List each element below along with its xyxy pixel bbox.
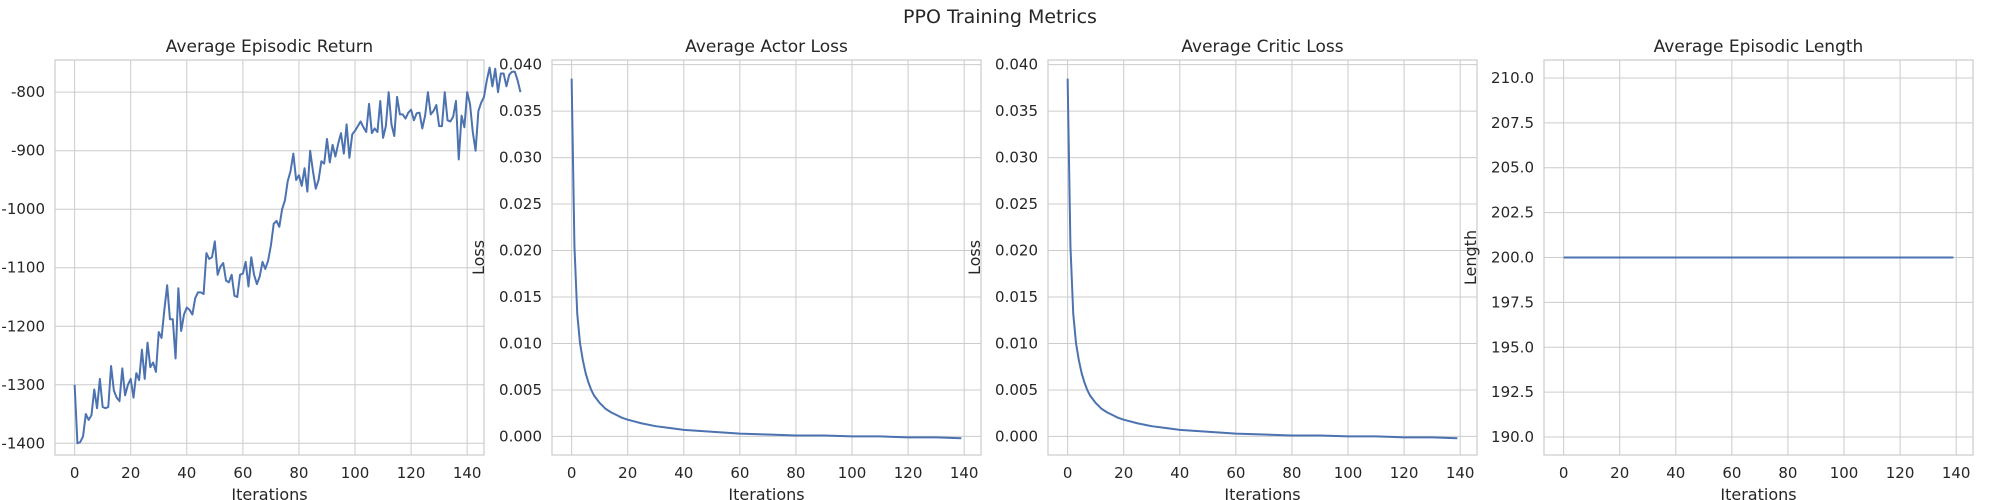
chart-1-x-tick-label: 100 (341, 464, 370, 482)
chart-3-x-tick-label: 100 (1334, 464, 1363, 482)
chart-3-y-axis-label: Loss (965, 240, 984, 275)
chart-1-x-tick-label: 0 (70, 464, 80, 482)
chart-4-y-tick-label: 205.0 (1491, 159, 1534, 177)
chart-1-x-axis-label: Iterations (231, 485, 307, 500)
chart-4-x-tick-label: 100 (1830, 464, 1859, 482)
chart-3-frame (1047, 59, 1478, 456)
chart-2-plot-area (552, 60, 981, 455)
chart-3-x-tick-label: 40 (1170, 464, 1189, 482)
chart-2-x-tick-label: 20 (618, 464, 637, 482)
chart-4-x-tick-label: 60 (1722, 464, 1741, 482)
chart-4-x-tick-label: 120 (1886, 464, 1915, 482)
chart-2-y-axis-label: Loss (469, 240, 488, 275)
chart-4-y-axis-label: Length (1461, 230, 1480, 285)
chart-3-y-tick-label: 0.035 (995, 102, 1038, 120)
chart-3-y-tick-label: 0.010 (995, 334, 1038, 352)
chart-2-x-tick-label: 80 (786, 464, 805, 482)
chart-3-y-tick-label: 0.000 (995, 427, 1038, 445)
chart-1-title: Average Episodic Return (166, 37, 373, 57)
chart-1-x-tick-label: 140 (453, 464, 482, 482)
chart-3-x-tick-label: 20 (1114, 464, 1133, 482)
chart-4-y-tick-label: 190.0 (1491, 428, 1534, 446)
chart-4-x-tick-label: 80 (1778, 464, 1797, 482)
chart-2-series-line (570, 78, 962, 440)
chart-3-series-line (1066, 78, 1458, 440)
chart-3-y-tick-label: 0.040 (995, 56, 1038, 74)
chart-3-title: Average Critic Loss (1181, 37, 1343, 57)
chart-2-y-tick-label: 0.020 (499, 242, 542, 260)
chart-2-y-tick-label: 0.005 (499, 381, 542, 399)
chart-4-x-tick-label: 140 (1942, 464, 1971, 482)
chart-1-y-tick-label: -1300 (1, 376, 45, 394)
chart-2-x-tick-label: 140 (950, 464, 979, 482)
chart-3-x-axis-label: Iterations (1224, 485, 1300, 500)
chart-3-y-tick-label: 0.005 (995, 381, 1038, 399)
chart-3-y-tick-label: 0.025 (995, 195, 1038, 213)
chart-1-y-tick-label: -800 (11, 83, 45, 101)
chart-1-y-tick-label: -1200 (1, 317, 45, 335)
chart-3-y-tick-label: 0.020 (995, 242, 1038, 260)
chart-2-x-tick-label: 120 (894, 464, 923, 482)
chart-4-frame (1543, 59, 1974, 456)
chart-2-y-tick-label: 0.035 (499, 102, 542, 120)
chart-1-x-tick-label: 20 (121, 464, 140, 482)
chart-4-title: Average Episodic Length (1654, 37, 1864, 57)
chart-4-x-tick-label: 20 (1610, 464, 1629, 482)
chart-2-frame (551, 59, 982, 456)
chart-2-x-tick-label: 40 (674, 464, 693, 482)
chart-4-y-tick-label: 200.0 (1491, 249, 1534, 267)
chart-1-x-tick-label: 120 (397, 464, 426, 482)
chart-4-y-tick-label: 202.5 (1491, 204, 1534, 222)
chart-1-x-tick-label: 60 (233, 464, 252, 482)
chart-1-series-line (73, 66, 522, 445)
chart-1-x-tick-label: 40 (177, 464, 196, 482)
chart-2-y-tick-label: 0.000 (499, 427, 542, 445)
chart-2-x-tick-label: 100 (838, 464, 867, 482)
chart-1-y-tick-label: -1000 (1, 200, 45, 218)
chart-1-x-tick-label: 80 (289, 464, 308, 482)
chart-2-x-axis-label: Iterations (728, 485, 804, 500)
chart-2-y-tick-label: 0.030 (499, 149, 542, 167)
chart-3-plot-area (1048, 60, 1477, 455)
figure-title: PPO Training Metrics (903, 6, 1097, 28)
chart-2-y-tick-label: 0.025 (499, 195, 542, 213)
chart-4-y-tick-label: 195.0 (1491, 338, 1534, 356)
chart-3-x-tick-label: 80 (1282, 464, 1301, 482)
chart-4-y-tick-label: 210.0 (1491, 69, 1534, 87)
chart-3-x-tick-label: 140 (1446, 464, 1475, 482)
chart-4-y-tick-label: 197.5 (1491, 293, 1534, 311)
chart-4-x-tick-label: 40 (1666, 464, 1685, 482)
chart-1-frame (54, 59, 485, 456)
chart-3-x-tick-label: 120 (1390, 464, 1419, 482)
chart-2-x-tick-label: 60 (730, 464, 749, 482)
chart-3-x-tick-label: 60 (1226, 464, 1245, 482)
chart-4-y-tick-label: 192.5 (1491, 383, 1534, 401)
chart-2-y-tick-label: 0.015 (499, 288, 542, 306)
chart-4-x-axis-label: Iterations (1720, 485, 1796, 500)
chart-2-y-tick-label: 0.010 (499, 334, 542, 352)
chart-4-x-tick-label: 0 (1559, 464, 1569, 482)
chart-3-y-tick-label: 0.015 (995, 288, 1038, 306)
chart-1-y-tick-label: -1400 (1, 434, 45, 452)
chart-4-y-tick-label: 207.5 (1491, 114, 1534, 132)
chart-3-y-tick-label: 0.030 (995, 149, 1038, 167)
chart-3-x-tick-label: 0 (1063, 464, 1073, 482)
chart-1-y-tick-label: -1100 (1, 259, 45, 277)
chart-2-y-tick-label: 0.040 (499, 56, 542, 74)
chart-2-title: Average Actor Loss (685, 37, 848, 57)
chart-1-y-tick-label: -900 (11, 142, 45, 160)
chart-2-x-tick-label: 0 (567, 464, 577, 482)
